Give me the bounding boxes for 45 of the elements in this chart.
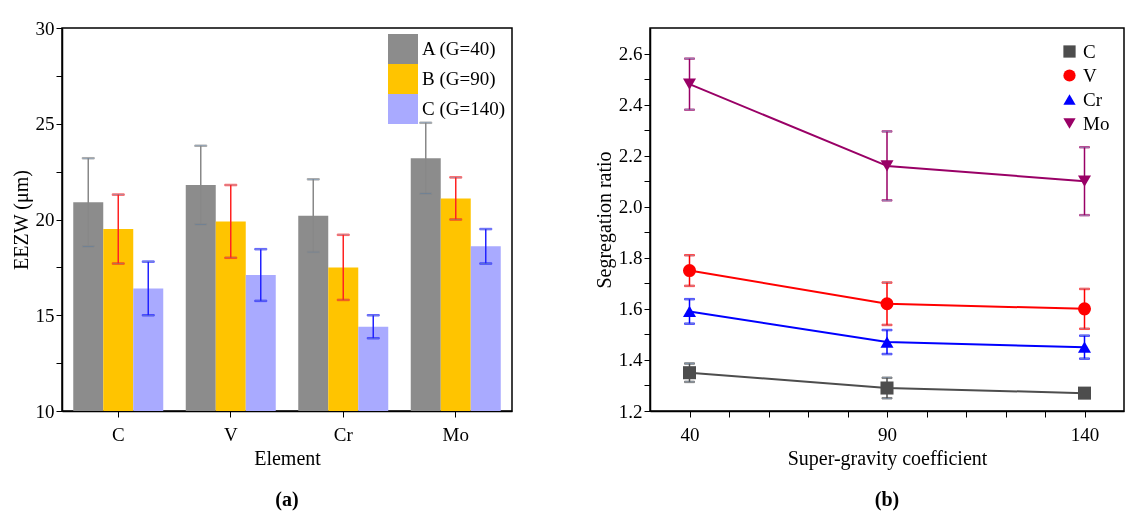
y-axis-title: Segregation ratio [592, 151, 616, 289]
y-tick-label: 10 [35, 400, 55, 422]
y-tick-label: 2.2 [618, 145, 643, 167]
x-tick-label: 40 [680, 423, 700, 445]
point [682, 264, 697, 278]
y-tick-label: 1.2 [618, 400, 643, 422]
y-tick-label: 20 [35, 209, 55, 230]
y-tick-label: 2.4 [618, 94, 643, 116]
y-tick-label: 2.6 [618, 43, 643, 65]
x-tick-label: 90 [878, 423, 897, 445]
text: (b) [874, 488, 900, 511]
point [1077, 341, 1092, 353]
point [880, 297, 894, 311]
point [1077, 302, 1092, 316]
y-tick-label: 15 [35, 304, 55, 326]
y-tick-label: 2.0 [618, 196, 643, 218]
point [1077, 175, 1092, 187]
y-tick-label: 25 [35, 113, 55, 135]
point [880, 381, 894, 395]
legend-label: C [1083, 40, 1096, 62]
point [682, 78, 697, 90]
x-tick-label: Mo [442, 423, 469, 445]
legend-label: C (G=140) [422, 98, 506, 120]
x-tick-label: V [223, 423, 238, 445]
y-axis-title: EEZW (μm) [9, 170, 33, 270]
point [682, 366, 697, 380]
y-tick-label: 30 [35, 17, 55, 39]
point [880, 336, 894, 348]
x-axis-title: Super-gravity coefficient [787, 446, 988, 470]
legend-label: Cr [1083, 88, 1103, 110]
point [880, 160, 894, 172]
legend-label: A (G=40) [422, 38, 496, 60]
x-axis-title: Element [254, 446, 322, 469]
x-tick-label: Cr [333, 423, 354, 445]
point [682, 305, 697, 318]
y-tick-label: 1.4 [618, 349, 643, 371]
legend-label: B (G=90) [422, 68, 496, 90]
point [1077, 386, 1092, 400]
x-tick-label: 140 [1070, 423, 1100, 445]
y-tick-label: 1.8 [618, 247, 643, 269]
text: (a) [275, 488, 299, 511]
y-tick-label: 1.6 [618, 298, 643, 320]
x-tick-label: C [111, 423, 125, 445]
legend-label: Mo [1083, 112, 1110, 134]
legend-label: V [1083, 64, 1097, 86]
